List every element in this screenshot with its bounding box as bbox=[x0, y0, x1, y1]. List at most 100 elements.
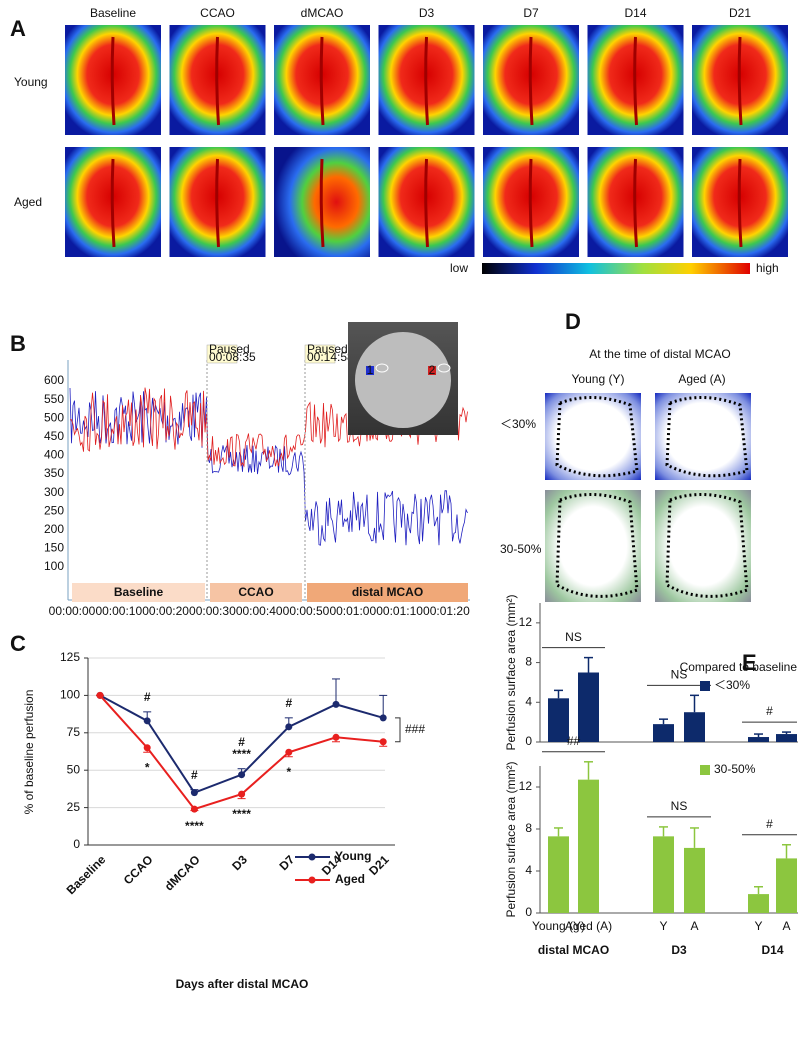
point bbox=[238, 790, 246, 798]
column-header: D21 bbox=[729, 6, 751, 20]
column-header: Young (Y) bbox=[572, 372, 625, 386]
phase-label: Baseline bbox=[114, 585, 164, 599]
point bbox=[190, 789, 198, 797]
phase-label: CCAO bbox=[238, 585, 273, 599]
x-tick-label: A bbox=[690, 919, 698, 933]
column-header: D7 bbox=[523, 6, 539, 20]
point bbox=[190, 805, 198, 813]
bar bbox=[776, 734, 797, 742]
midline bbox=[319, 158, 325, 248]
y-tick-label: 25 bbox=[67, 800, 81, 814]
x-axis-label: Days after distal MCAO bbox=[176, 977, 309, 991]
bar bbox=[653, 724, 674, 742]
y-tick-label: 0 bbox=[525, 905, 532, 919]
comparison-bracket bbox=[395, 717, 401, 743]
y-tick-label: 0 bbox=[525, 734, 532, 748]
group-label: D14 bbox=[761, 943, 783, 957]
midline bbox=[528, 158, 534, 248]
y-tick-label: 12 bbox=[519, 779, 533, 793]
significance: NS bbox=[671, 668, 688, 682]
midline bbox=[424, 158, 429, 248]
bar bbox=[748, 737, 769, 742]
legend-marker bbox=[308, 876, 316, 884]
significance: # bbox=[766, 704, 773, 718]
y-tick-label: 50 bbox=[67, 762, 81, 776]
b-tick-label: 00:00:40 bbox=[236, 604, 283, 618]
column-header: Aged (A) bbox=[678, 372, 725, 386]
legend-title: Compared to baseline bbox=[680, 660, 798, 674]
b-tick-label: 00:00:10 bbox=[95, 604, 142, 618]
roi-label: 1 bbox=[367, 363, 374, 377]
y-axis-label: Perfusion surface area (mm²) bbox=[504, 761, 518, 917]
b-tick-label: 500 bbox=[44, 410, 64, 424]
pause-box bbox=[206, 344, 238, 364]
point bbox=[285, 748, 293, 756]
row-label: Aged bbox=[14, 195, 42, 209]
x-tick-label: Aged (A) bbox=[565, 919, 612, 933]
panel-label: C bbox=[10, 631, 26, 656]
column-header: CCAO bbox=[200, 6, 235, 20]
significance: # bbox=[191, 768, 198, 782]
b-tick-label: 00:01:00 bbox=[329, 604, 376, 618]
y-axis-label: % of baseline perfusion bbox=[22, 690, 36, 815]
midline bbox=[737, 158, 743, 248]
midline bbox=[215, 36, 220, 126]
point bbox=[379, 714, 387, 722]
x-tick-label: D3 bbox=[229, 852, 250, 873]
panel-label: B bbox=[10, 331, 26, 356]
roi-label: 2 bbox=[429, 363, 436, 377]
bar bbox=[776, 858, 797, 913]
b-tick-label: 400 bbox=[44, 448, 64, 462]
b-tick-label: 00:00:30 bbox=[189, 604, 236, 618]
bar bbox=[653, 836, 674, 913]
significance: NS bbox=[565, 630, 582, 644]
pause-label: Paused bbox=[209, 342, 250, 356]
roi bbox=[437, 363, 451, 373]
b-tick-label: 00:01:20 bbox=[423, 604, 470, 618]
row-label: 30-50% bbox=[500, 542, 542, 556]
pause-time: 00:08:35 bbox=[209, 350, 256, 364]
y-tick-label: 100 bbox=[60, 688, 80, 702]
midline bbox=[528, 36, 534, 126]
b-tick-label: 600 bbox=[44, 373, 64, 387]
significance: ## bbox=[567, 734, 581, 748]
legend-label: Aged bbox=[335, 872, 365, 886]
perfusion-map bbox=[655, 490, 751, 602]
x-tick-label: A bbox=[782, 919, 790, 933]
x-tick-label: Y bbox=[754, 919, 762, 933]
comparison: ### bbox=[405, 722, 425, 736]
b-tick-label: 150 bbox=[44, 541, 64, 555]
midline bbox=[633, 36, 638, 126]
panel-label: A bbox=[10, 16, 26, 41]
b-tick-label: 00:00:00 bbox=[49, 604, 96, 618]
significance: **** bbox=[232, 747, 251, 761]
phase-bar bbox=[210, 583, 302, 602]
legend-swatch bbox=[700, 765, 710, 775]
point bbox=[238, 771, 246, 779]
b-tick-label: 200 bbox=[44, 522, 64, 536]
x-tick-label: CCAO bbox=[121, 852, 156, 887]
midline bbox=[737, 36, 743, 126]
midline bbox=[215, 158, 220, 248]
roi-marker bbox=[366, 366, 374, 375]
phase-bar bbox=[307, 583, 468, 602]
legend-label: 30-50% bbox=[714, 762, 756, 776]
point bbox=[332, 733, 340, 741]
y-tick-label: 8 bbox=[525, 821, 532, 835]
roi bbox=[375, 363, 389, 373]
significance: # bbox=[144, 690, 151, 704]
legend-label: ＜30% bbox=[714, 678, 750, 692]
pause-box bbox=[304, 344, 336, 364]
b-tick-label: 00:00:50 bbox=[283, 604, 330, 618]
b-tick-label: 100 bbox=[44, 559, 64, 573]
x-tick-label: Y bbox=[659, 919, 667, 933]
point bbox=[285, 723, 293, 731]
x-tick-label: Young (Y) bbox=[532, 919, 585, 933]
y-axis-label: Perfusion surface area (mm²) bbox=[504, 594, 518, 750]
group-label: D3 bbox=[671, 943, 687, 957]
perfusion-map bbox=[545, 490, 641, 602]
legend-label: Young bbox=[335, 849, 371, 863]
roi-marker bbox=[428, 366, 436, 375]
y-tick-label: 0 bbox=[73, 837, 80, 851]
